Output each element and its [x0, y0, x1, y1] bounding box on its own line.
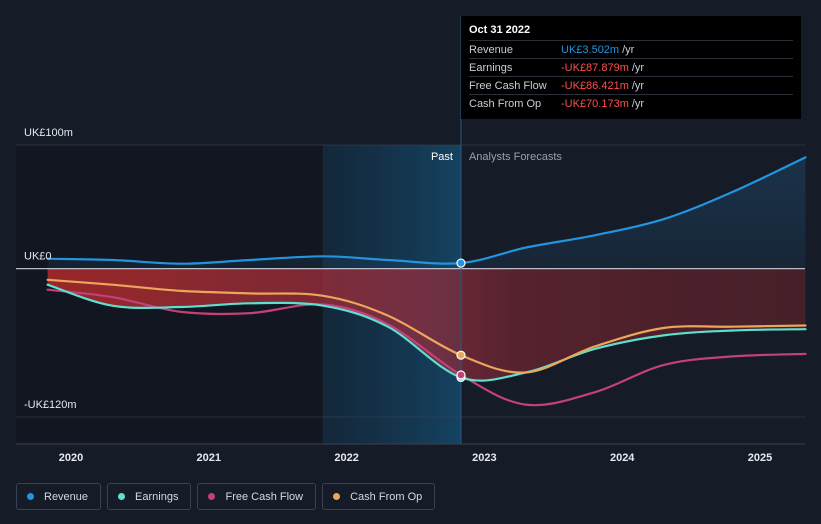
tooltip-row-earnings: Earnings -UK£87.879m/yr: [469, 58, 793, 76]
tooltip-row-unit: /yr: [622, 43, 635, 56]
legend-dot-icon: [27, 493, 34, 500]
tooltip-row-revenue: Revenue UK£3.502m/yr: [469, 40, 793, 58]
tooltip-row-value: UK£3.502m: [561, 43, 620, 56]
tooltip-row-label: Cash From Op: [469, 97, 542, 110]
marker-cash-from-op: [456, 350, 466, 360]
x-tick-label: 2021: [197, 452, 221, 464]
x-tick-label: 2025: [748, 452, 772, 464]
tooltip-row-label: Revenue: [469, 43, 514, 56]
tooltip-row-value: -UK£70.173m: [561, 97, 629, 110]
legend-item-earnings[interactable]: Earnings: [107, 483, 192, 510]
tooltip-row-label: Free Cash Flow: [469, 79, 547, 92]
past-label: Past: [431, 151, 453, 163]
legend-label: Cash From Op: [350, 490, 423, 503]
series-line-free-cash-flow: [46, 288, 807, 407]
legend: Revenue Earnings Free Cash Flow Cash From O…: [16, 483, 436, 510]
tooltip-row-cash-from-op: Cash From Op -UK£70.173m/yr: [469, 94, 793, 112]
x-tick-label: 2024: [610, 452, 635, 464]
legend-label: Free Cash Flow: [225, 490, 304, 503]
marker-revenue: [456, 258, 466, 268]
tooltip-row-unit: /yr: [631, 79, 645, 92]
tooltip-row-value: -UK£87.879m: [561, 61, 629, 74]
tooltip-row-label: Earnings: [469, 61, 513, 74]
legend-dot-icon: [208, 493, 216, 500]
legend-item-revenue[interactable]: Revenue: [16, 483, 102, 510]
y-tick-label: UK£0: [24, 251, 52, 263]
series-line-earnings: [46, 283, 807, 382]
x-tick-label: 2022: [334, 452, 358, 464]
x-tick-label: 2023: [472, 452, 496, 464]
legend-dot-icon: [333, 493, 341, 500]
tooltip-row-free-cash-flow: Free Cash Flow -UK£86.421m/yr: [469, 76, 793, 94]
y-tick-label: -UK£120m: [24, 399, 77, 411]
legend-label: Earnings: [135, 490, 179, 503]
series-line-cash-from-op: [46, 278, 807, 374]
tooltip-row-unit: /yr: [631, 97, 645, 110]
x-tick-label: 2020: [59, 452, 83, 464]
series-line-revenue: [46, 156, 807, 265]
y-tick-label: UK£100m: [24, 127, 73, 139]
forecast-label: Analysts Forecasts: [469, 151, 562, 163]
legend-item-free-cash-flow[interactable]: Free Cash Flow: [197, 483, 317, 510]
tooltip-row-value: -UK£86.421m: [561, 79, 629, 92]
tooltip-row-unit: /yr: [631, 61, 645, 74]
marker-free-cash-flow: [456, 370, 466, 380]
legend-label: Revenue: [44, 490, 89, 503]
revenue-area: [47, 157, 806, 269]
legend-dot-icon: [118, 493, 126, 500]
tooltip-date: Oct 31 2022: [469, 24, 531, 36]
tooltip: Oct 31 2022 Revenue UK£3.502m/yr Earnings -…: [461, 16, 801, 119]
legend-item-cash-from-op[interactable]: Cash From Op: [322, 483, 436, 510]
negative-area: [47, 268, 806, 381]
